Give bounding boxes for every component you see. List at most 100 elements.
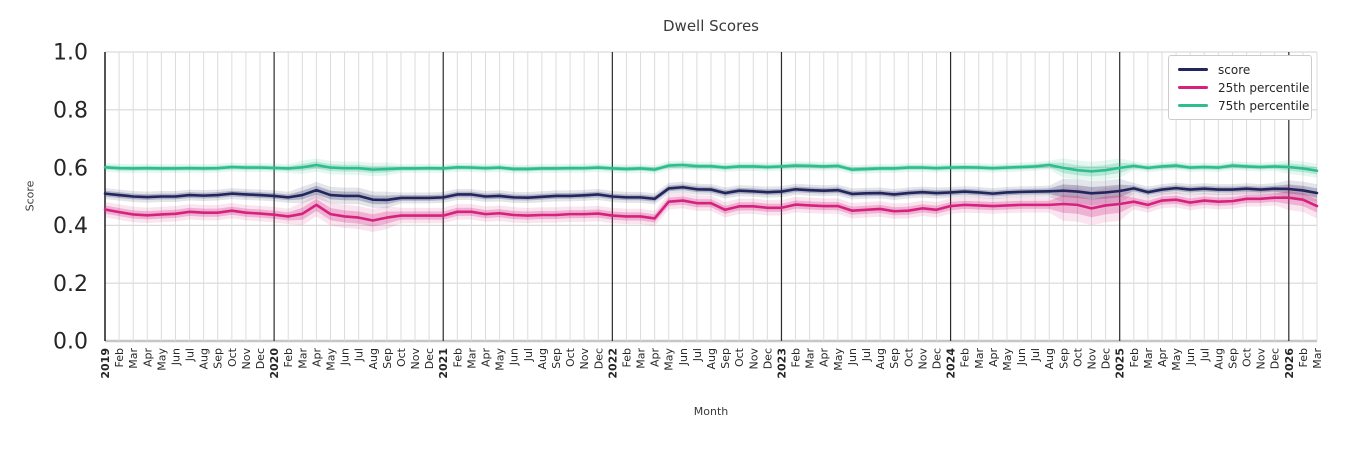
x-tick-label: Nov <box>916 348 929 370</box>
x-tick-label: Dec <box>1269 348 1282 369</box>
x-tick-label: Nov <box>578 348 591 370</box>
legend-item-score: score <box>1178 62 1302 77</box>
band <box>105 158 1317 182</box>
x-tick-labels: 2019 Feb Mar Apr May Jun Jul Aug Sep Oct Nov Dec 202… <box>99 347 1324 378</box>
legend-item-25th-percentile: 25th percentile <box>1178 80 1309 95</box>
x-tick-label: Jun <box>677 348 690 366</box>
x-tick-label: Feb <box>790 348 803 367</box>
series-line <box>103 163 1319 173</box>
legend: score 25th percentile 75th percentile <box>1168 55 1312 120</box>
x-tick-label: May <box>324 348 337 371</box>
x-tick-label: Apr <box>480 348 493 368</box>
x-tick-label: May <box>155 348 168 371</box>
x-tick-label: Jun <box>846 348 859 366</box>
x-tick-label: Feb <box>113 348 126 367</box>
x-tick-label: Dec <box>254 348 267 369</box>
band <box>105 191 1317 227</box>
x-tick-label: Mar <box>973 348 986 369</box>
x-tick-label: Sep <box>888 348 901 369</box>
x-tick-label: May <box>832 348 845 371</box>
series-line-score <box>103 185 1319 202</box>
x-tick-label: Apr <box>987 348 1000 368</box>
band <box>105 185 1317 233</box>
x-tick-label: Mar <box>465 348 478 369</box>
x-axis-label: Month <box>693 405 729 418</box>
x-tick-label: 2021 <box>437 348 450 379</box>
x-tick-label: Aug <box>536 348 549 369</box>
x-tick-label: Nov <box>1255 348 1268 370</box>
x-tick-label: Aug <box>198 348 211 369</box>
x-tick-label: Aug <box>705 348 718 369</box>
x-tick-label: Jun <box>1184 348 1197 366</box>
x-tick-label: 2020 <box>268 348 281 379</box>
x-tick-label: Aug <box>1212 348 1225 369</box>
band <box>105 178 1317 209</box>
x-tick-label: May <box>1170 348 1183 371</box>
x-tick-label: Dec <box>592 348 605 369</box>
x-tick-label: Mar <box>1142 348 1155 369</box>
x-gridlines <box>104 52 1318 341</box>
y-tick-label: 0.2 <box>53 272 88 297</box>
x-tick-label: Mar <box>804 348 817 369</box>
x-tick-label: Aug <box>367 348 380 369</box>
x-tick-label: Oct <box>733 347 746 367</box>
x-tick-label: 2023 <box>775 348 788 379</box>
x-tick-label: Mar <box>296 348 309 369</box>
series-line-75th-percentile <box>103 163 1319 173</box>
x-tick-label: Jul <box>184 348 197 362</box>
x-tick-label: Aug <box>1043 348 1056 369</box>
x-tick-label: Apr <box>310 348 323 368</box>
x-tick-label: May <box>1001 348 1014 371</box>
series-line <box>103 185 1319 202</box>
y-tick-label: 0.6 <box>53 156 88 181</box>
x-tick-label: Feb <box>451 348 464 367</box>
x-tick-label: Nov <box>409 348 422 370</box>
x-tick-label: Apr <box>1156 348 1169 368</box>
x-tick-label: 2019 <box>99 348 112 379</box>
chart-title: Dwell Scores <box>663 17 759 35</box>
band <box>105 184 1317 205</box>
x-tick-label: Feb <box>282 348 295 367</box>
x-tick-label: 2026 <box>1283 348 1296 379</box>
legend-swatch <box>1178 68 1208 71</box>
x-tick-label: Mar <box>635 348 648 369</box>
x-tick-label: Sep <box>212 348 225 369</box>
y-tick-label: 1.0 <box>53 41 88 66</box>
x-tick-label: Aug <box>874 348 887 369</box>
x-tick-label: Feb <box>620 348 633 367</box>
y-axis-label: Score <box>23 180 37 212</box>
x-tick-label: Dec <box>423 348 436 369</box>
series-line-25th-percentile <box>103 196 1319 222</box>
x-tick-label: Jun <box>339 348 352 366</box>
x-tick-label: Dec <box>761 348 774 369</box>
x-tick-label: May <box>494 348 507 371</box>
x-tick-label: 2022 <box>606 348 619 379</box>
x-tick-label: Feb <box>959 348 972 367</box>
x-tick-label: 2025 <box>1114 348 1127 379</box>
x-tick-label: Jul <box>1198 348 1211 362</box>
x-tick-label: Mar <box>1311 348 1324 369</box>
x-tick-label: Dec <box>930 348 943 369</box>
x-tick-label: Jul <box>522 348 535 362</box>
x-tick-label: Sep <box>1057 348 1070 369</box>
x-tick-label: Apr <box>818 348 831 368</box>
legend-item-75th-percentile: 75th percentile <box>1178 98 1309 113</box>
series-band-25th-percentile <box>105 185 1317 233</box>
series-band-75th-percentile <box>105 158 1317 182</box>
x-tick-label: 2024 <box>945 348 958 379</box>
x-tick-label: Apr <box>649 348 662 368</box>
x-tick-label: Dec <box>1100 348 1113 369</box>
x-tick-label: Sep <box>719 348 732 369</box>
series-line <box>103 196 1319 222</box>
y-tick-label: 0.4 <box>53 214 88 239</box>
x-tick-label: Mar <box>127 348 140 369</box>
x-tick-label: May <box>663 348 676 371</box>
legend-swatch <box>1178 86 1208 89</box>
x-tick-label: Oct <box>564 347 577 367</box>
x-tick-label: Jun <box>508 348 521 366</box>
x-tick-label: Oct <box>226 347 239 367</box>
x-tick-label: Feb <box>1128 348 1141 367</box>
x-tick-label: Nov <box>747 348 760 370</box>
